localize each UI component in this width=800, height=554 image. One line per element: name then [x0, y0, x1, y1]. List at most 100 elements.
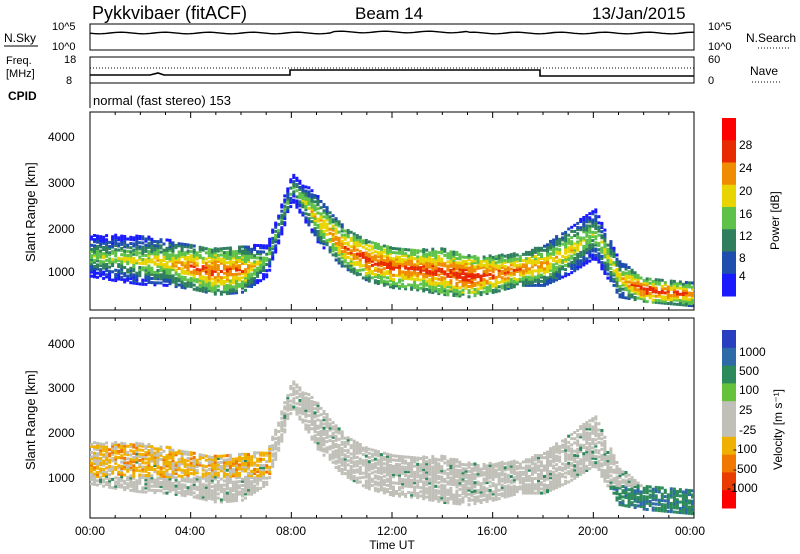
velocity-cell	[114, 468, 118, 471]
power-cell	[216, 288, 220, 292]
velocity-cell	[120, 471, 124, 474]
power-cell	[228, 269, 232, 273]
velocity-cell	[207, 494, 211, 498]
power-cell	[222, 251, 226, 255]
power-cell	[672, 288, 676, 292]
velocity-cell	[455, 493, 459, 497]
power-cell	[446, 272, 450, 276]
power-cell	[543, 261, 546, 265]
power-cell	[425, 269, 429, 273]
power-cell	[358, 260, 362, 264]
power-cell	[558, 258, 562, 262]
velocity-cell	[373, 466, 377, 469]
power-cell	[446, 281, 450, 284]
power-cell	[555, 239, 559, 243]
velocity-cell	[398, 467, 401, 471]
power-cell	[90, 254, 93, 258]
velocity-cell	[201, 485, 205, 489]
velocity-cell	[156, 466, 160, 470]
power-cell	[419, 270, 423, 274]
power-cell	[132, 269, 136, 273]
power-cell	[310, 193, 314, 197]
velocity-cell	[389, 493, 392, 497]
power-cell	[165, 279, 169, 283]
power-cell	[235, 289, 238, 293]
velocity-cell	[250, 482, 254, 486]
power-cell	[407, 266, 411, 270]
power-cell	[180, 271, 184, 275]
velocity-cell	[386, 483, 389, 487]
power-cell	[691, 298, 694, 301]
velocity-cell	[389, 468, 392, 472]
power-cell	[639, 282, 643, 286]
velocity-cell	[201, 466, 205, 470]
power-cell	[316, 232, 320, 236]
velocity-cell	[334, 445, 338, 449]
velocity-cell	[231, 457, 235, 461]
power-cell	[612, 261, 616, 265]
velocity-cell	[216, 475, 220, 479]
power-cell	[594, 210, 598, 214]
velocity-cell	[277, 440, 281, 444]
velocity-cell	[367, 468, 371, 472]
velocity-cell	[207, 484, 211, 488]
power-cell	[543, 267, 546, 271]
velocity-cell	[90, 442, 93, 446]
power-cell	[458, 292, 462, 296]
velocity-cell	[340, 449, 344, 453]
velocity-cell	[228, 472, 232, 476]
velocity-cell	[123, 442, 127, 446]
velocity-cell	[177, 484, 181, 488]
velocity-cell	[277, 448, 281, 452]
power-cell	[274, 248, 278, 252]
velocity-cell	[241, 461, 244, 465]
power-cell	[404, 285, 408, 289]
velocity-cell	[346, 455, 350, 458]
power-cell	[434, 285, 438, 289]
power-cell	[555, 255, 559, 259]
velocity-cell	[316, 441, 320, 445]
velocity-cell	[392, 458, 395, 462]
power-cell	[452, 273, 456, 277]
velocity-cell	[222, 469, 226, 472]
velocity-cell	[265, 466, 269, 470]
velocity-cell	[150, 451, 154, 455]
velocity-cell	[346, 463, 350, 467]
velocity-cell	[395, 481, 398, 485]
power-cell	[389, 250, 392, 254]
power-cell	[570, 229, 574, 233]
power-cell	[126, 254, 130, 257]
power-cell	[515, 282, 519, 286]
power-cell	[567, 248, 571, 252]
power-cell	[274, 236, 278, 240]
velocity-cell	[277, 423, 281, 427]
power-cell	[319, 224, 323, 228]
velocity-cell	[428, 481, 432, 485]
velocity-cell	[96, 473, 99, 476]
velocity-cell	[207, 474, 211, 477]
power-cell	[346, 241, 350, 245]
velocity-cell	[210, 481, 214, 484]
power-cell	[337, 249, 341, 253]
power-cell	[219, 270, 223, 273]
velocity-cell	[195, 479, 199, 483]
sky-noise-line	[89, 30, 695, 35]
velocity-cell	[292, 397, 296, 401]
power-cell	[150, 266, 154, 270]
velocity-cell	[244, 492, 247, 496]
power-cell	[210, 263, 214, 266]
velocity-cell	[316, 424, 320, 428]
power-cell	[431, 274, 435, 278]
velocity-cell	[213, 456, 217, 460]
power-cell	[476, 264, 480, 268]
power-cell	[552, 269, 556, 273]
power-cell	[117, 263, 121, 267]
power-cell	[473, 259, 477, 263]
power-cell	[555, 266, 559, 269]
power-cell	[410, 256, 414, 260]
velocity-cell	[319, 425, 323, 429]
power-cell	[129, 258, 133, 262]
power-cell	[195, 269, 199, 273]
power-cell	[527, 252, 531, 256]
velocity-cell	[301, 418, 305, 422]
